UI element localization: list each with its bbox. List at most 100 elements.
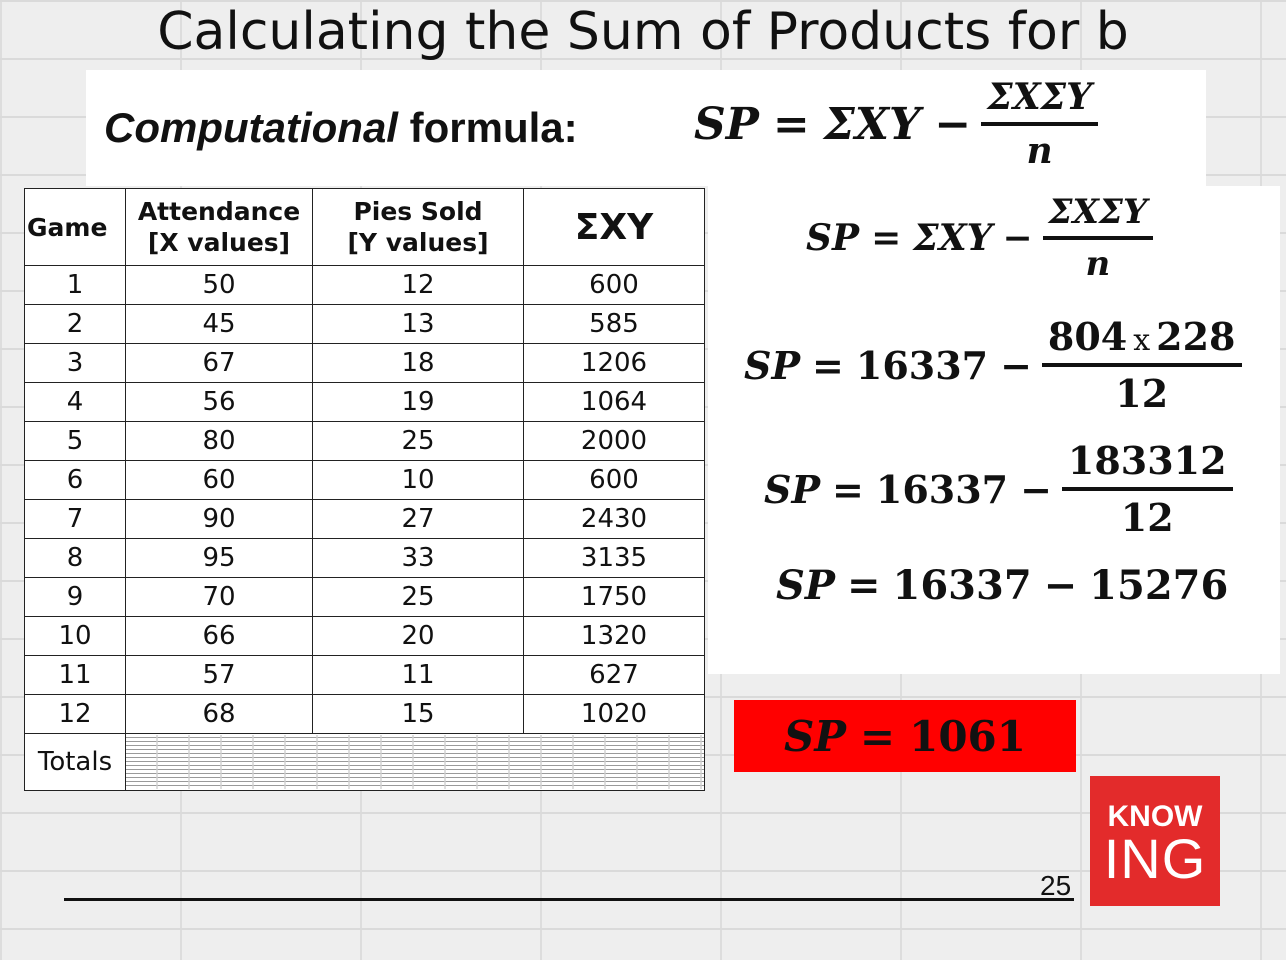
cell-game: 10 (24, 616, 126, 656)
cell-xy: 1064 (523, 382, 705, 422)
cell-game: 12 (24, 694, 126, 734)
work2-sp: SP (744, 342, 801, 388)
banner-equation: SP = ΣXY − ΣXΣY n (694, 76, 1098, 172)
work3-numerator: 183312 (1067, 438, 1227, 483)
work1-numerator: ΣXΣY (1048, 192, 1148, 232)
logo-top-text: KNOW (1107, 800, 1203, 833)
result-eq: = (859, 711, 896, 761)
cell-y: 33 (312, 538, 524, 578)
cell-xy: 2000 (523, 421, 705, 461)
header-attendance-line1: Attendance (137, 197, 301, 226)
cell-game: 11 (24, 655, 126, 695)
cell-xy: 2430 (523, 499, 705, 539)
cell-xy: 600 (523, 265, 705, 305)
cell-y: 27 (312, 499, 524, 539)
header-attendance: Attendance [X values] (125, 188, 313, 266)
cell-x: 45 (125, 304, 313, 344)
footer-line (64, 898, 1074, 901)
work3-minus: − (1020, 466, 1052, 512)
work3-sp: SP (764, 466, 821, 512)
cell-y: 25 (312, 421, 524, 461)
cell-game: 6 (24, 460, 126, 500)
mini-table-thumbnails (126, 735, 704, 789)
cell-xy: 1320 (523, 616, 705, 656)
banner-eq-sign: = (772, 98, 810, 150)
banner-numerator: ΣXΣY (987, 76, 1092, 118)
cell-x: 56 (125, 382, 313, 422)
work4-value: 16337 (892, 562, 1032, 609)
cell-game: 9 (24, 577, 126, 617)
banner-denominator: n (1026, 130, 1053, 172)
table-row: 5 80 25 2000 (24, 421, 705, 461)
totals-thumbnail-strip (125, 733, 705, 791)
header-xy: ΣXY (523, 188, 705, 266)
totals-label: Totals (24, 733, 126, 791)
work2-minus: − (1000, 342, 1032, 388)
work2-value: 16337 (855, 342, 989, 388)
calculation-panel: SP = ΣXY − ΣXΣY n SP = 16337 − 804 x 228 1… (708, 186, 1280, 674)
work1-eq: = (871, 217, 902, 259)
work-line-4: SP = 16337 − 15276 (776, 562, 1228, 609)
work2-num-b: 228 (1156, 314, 1236, 359)
cell-game: 2 (24, 304, 126, 344)
table-row: 4 56 19 1064 (24, 382, 705, 422)
knowing-logo: KNOW ING (1090, 776, 1220, 906)
work1-sp: SP (806, 217, 860, 259)
header-pies: Pies Sold [Y values] (312, 188, 524, 266)
cell-game: 1 (24, 265, 126, 305)
work-line-2: SP = 16337 − 804 x 228 12 (744, 314, 1242, 416)
work2-fraction: 804 x 228 12 (1041, 314, 1242, 416)
work3-eq: = (832, 466, 864, 512)
cell-game: 7 (24, 499, 126, 539)
data-table: Game Attendance [X values] Pies Sold [Y va… (24, 188, 705, 791)
cell-x: 57 (125, 655, 313, 695)
header-pies-line1: Pies Sold (353, 197, 483, 226)
cell-game: 3 (24, 343, 126, 383)
cell-x: 95 (125, 538, 313, 578)
work-line-1: SP = ΣXY − ΣXΣY n (806, 192, 1154, 284)
slide-title: Calculating the Sum of Products for b (157, 2, 1129, 62)
cell-x: 70 (125, 577, 313, 617)
cell-y: 19 (312, 382, 524, 422)
cell-y: 15 (312, 694, 524, 734)
cell-x: 90 (125, 499, 313, 539)
fraction-bar (1041, 363, 1242, 367)
fraction-bar (1061, 487, 1233, 491)
cell-xy: 1750 (523, 577, 705, 617)
banner-sp: SP (694, 98, 759, 150)
work2-eq: = (812, 342, 844, 388)
formula-label-italic: Computational (104, 104, 398, 151)
cell-x: 80 (125, 421, 313, 461)
cell-y: 20 (312, 616, 524, 656)
cell-game: 5 (24, 421, 126, 461)
cell-x: 50 (125, 265, 313, 305)
result-box: SP = 1061 (734, 700, 1076, 772)
logo-bottom-text: ING (1103, 827, 1207, 890)
cell-y: 11 (312, 655, 524, 695)
header-attendance-line2: [X values] (147, 228, 291, 257)
header-game: Game (24, 188, 126, 266)
fraction-bar (981, 122, 1098, 126)
cell-x: 67 (125, 343, 313, 383)
work3-denominator: 12 (1120, 495, 1174, 540)
work2-numerator: 804 x 228 (1042, 314, 1242, 363)
banner-fraction: ΣXΣY n (981, 76, 1098, 172)
cell-y: 18 (312, 343, 524, 383)
work2-num-a: 804 (1047, 314, 1128, 359)
cell-xy: 1206 (523, 343, 705, 383)
cell-xy: 3135 (523, 538, 705, 578)
work1-fraction: ΣXΣY n (1042, 192, 1154, 284)
work-line-3: SP = 16337 − 183312 12 (764, 438, 1233, 540)
work3-fraction: 183312 12 (1061, 438, 1233, 540)
fraction-bar (1042, 236, 1154, 240)
page-number: 25 (1040, 870, 1072, 901)
table-row: 3 67 18 1206 (24, 343, 705, 383)
table-row: 10 66 20 1320 (24, 616, 705, 656)
cell-x: 68 (125, 694, 313, 734)
cell-xy: 627 (523, 655, 705, 695)
table-row: 2 45 13 585 (24, 304, 705, 344)
banner-sum-xy: ΣXY (823, 98, 921, 150)
cell-y: 12 (312, 265, 524, 305)
formula-label-rest: formula: (397, 104, 578, 151)
work4-sp: SP (776, 562, 835, 609)
